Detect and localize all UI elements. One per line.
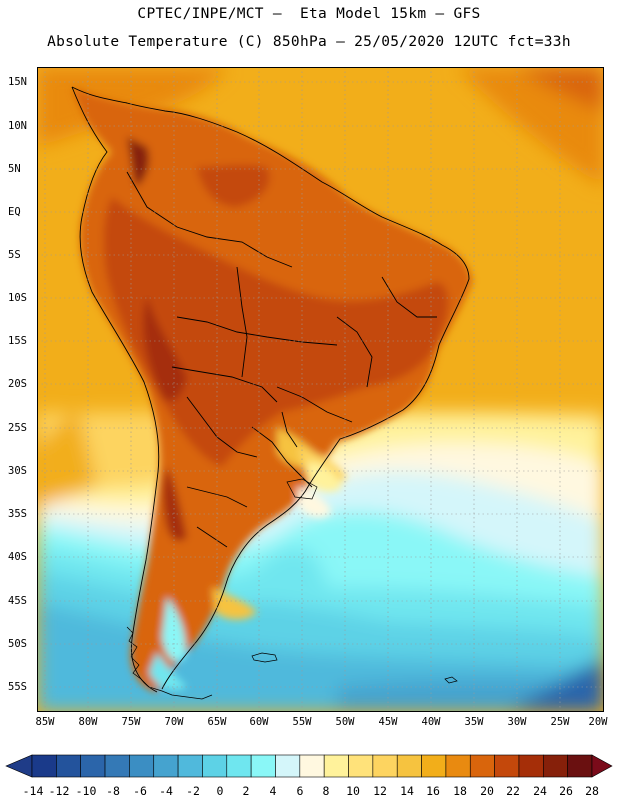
lon-label: 50W	[335, 716, 355, 728]
lon-label: 30W	[507, 716, 527, 728]
lat-label: 5S	[8, 249, 21, 261]
colorbar-label: -10	[75, 784, 97, 798]
colorbar-label: 24	[533, 784, 547, 798]
colorbar-over-arrow	[591, 754, 613, 778]
lat-label: 50S	[8, 638, 27, 650]
colorbar-cell	[396, 754, 422, 778]
colorbar-cell	[226, 754, 252, 778]
colorbar-cell	[567, 754, 593, 778]
colorbar-label: 20	[480, 784, 494, 798]
lon-label: 55W	[292, 716, 312, 728]
lat-label: 30S	[8, 465, 27, 477]
colorbar-cell	[31, 754, 57, 778]
colorbar-label: -14	[22, 784, 44, 798]
colorbar-label: 26	[559, 784, 573, 798]
colorbar-cell	[153, 754, 179, 778]
colorbar-cell	[275, 754, 301, 778]
colorbar-label: 18	[453, 784, 467, 798]
colorbar-cell	[518, 754, 544, 778]
colorbar-label: 14	[400, 784, 414, 798]
colorbar-label: 2	[242, 784, 250, 798]
colorbar-cell	[250, 754, 276, 778]
lat-label: 40S	[8, 551, 27, 563]
lon-label: 80W	[78, 716, 98, 728]
lat-label: 5N	[8, 163, 21, 175]
colorbar-cell	[129, 754, 155, 778]
colorbar-cell	[542, 754, 568, 778]
lat-label: 25S	[8, 422, 27, 434]
lat-label: 10N	[8, 120, 27, 132]
chart-title-line2: Absolute Temperature (C) 850hPa – 25/05/…	[47, 34, 571, 50]
colorbar-label: -4	[159, 784, 173, 798]
colorbar-cell	[494, 754, 520, 778]
colorbar-label: 6	[296, 784, 304, 798]
lat-label: 55S	[8, 681, 27, 693]
lon-label: 40W	[421, 716, 441, 728]
lon-label: 35W	[464, 716, 484, 728]
colorbar-label: -6	[133, 784, 147, 798]
lon-label: 60W	[249, 716, 269, 728]
colorbar-cell	[202, 754, 228, 778]
lat-label: 15N	[8, 76, 27, 88]
colorbar-label: 8	[322, 784, 330, 798]
colorbar-cell	[80, 754, 106, 778]
chart-title-line1: CPTEC/INPE/MCT – Eta Model 15km – GFS	[137, 6, 481, 22]
colorbar-label: 16	[426, 784, 440, 798]
colorbar-cell	[348, 754, 374, 778]
lat-label: 45S	[8, 595, 27, 607]
colorbar-label: 12	[373, 784, 387, 798]
colorbar-label: -8	[106, 784, 120, 798]
colorbar-label: -2	[186, 784, 200, 798]
colorbar-label: 0	[216, 784, 224, 798]
colorbar-label: 10	[346, 784, 360, 798]
lon-label: 85W	[35, 716, 55, 728]
colorbar-cell	[445, 754, 471, 778]
colorbar-cell	[372, 754, 398, 778]
colorbar-cell	[177, 754, 203, 778]
colorbar-cell	[421, 754, 447, 778]
lon-label: 65W	[207, 716, 227, 728]
lat-label: 20S	[8, 378, 27, 390]
lon-label: 20W	[588, 716, 608, 728]
lon-label: 25W	[550, 716, 570, 728]
lat-label: EQ	[8, 206, 21, 218]
lon-label: 45W	[378, 716, 398, 728]
lat-label: 10S	[8, 292, 27, 304]
lat-label: 15S	[8, 335, 27, 347]
lat-label: 35S	[8, 508, 27, 520]
lon-label: 75W	[121, 716, 141, 728]
colorbar-cell	[323, 754, 349, 778]
lon-label: 70W	[164, 716, 184, 728]
colorbar-label: 22	[506, 784, 520, 798]
colorbar-cell	[104, 754, 130, 778]
colorbar-label: 4	[269, 784, 277, 798]
colorbar-cell	[56, 754, 81, 778]
colorbar-cell	[299, 754, 325, 778]
colorbar	[5, 754, 613, 778]
colorbar-under-arrow	[5, 754, 33, 778]
colorbar-label: -12	[48, 784, 70, 798]
colorbar-label: 28	[585, 784, 599, 798]
temperature-map	[37, 67, 604, 712]
colorbar-cell	[469, 754, 495, 778]
